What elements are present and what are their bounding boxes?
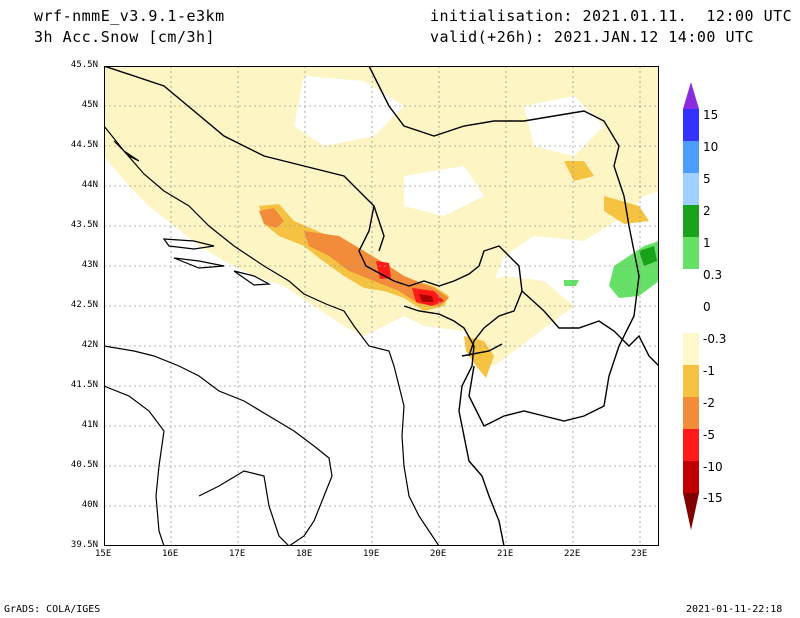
- lon-label: 18E: [296, 549, 313, 559]
- colorbar-bottom-arrow: [683, 493, 699, 530]
- lat-label: 44.5N: [70, 140, 98, 150]
- colorbar-label: -0.3: [703, 332, 727, 346]
- colorbar-cell: [683, 365, 699, 397]
- snow-extreme-area: [419, 294, 434, 302]
- init-time: initialisation: 2021.01.11. 12:00 UTC: [430, 7, 793, 25]
- colorbar-label: -5: [703, 428, 715, 442]
- lon-label: 15E: [95, 549, 112, 559]
- snow-gap: [404, 166, 484, 216]
- colorbar-cell: [683, 141, 699, 173]
- lat-label: 43.5N: [70, 220, 98, 230]
- colorbar-cell: [683, 397, 699, 429]
- lat-label: 41.5N: [70, 380, 98, 390]
- colorbar-label: 1: [703, 236, 711, 250]
- colorbar-top-arrow: [683, 82, 699, 109]
- colorbar-cell: [683, 461, 699, 493]
- lat-label: 40N: [81, 500, 98, 510]
- lon-label: 23E: [631, 549, 648, 559]
- lat-label: 45.5N: [70, 60, 98, 70]
- model-title: wrf-nmmE_v3.9.1-e3km: [34, 7, 225, 25]
- colorbar-label: -10: [703, 460, 723, 474]
- coastlines: [104, 125, 440, 546]
- colorbar-cell: [683, 205, 699, 237]
- snow-heavy-area: [259, 208, 284, 228]
- lat-label: 40.5N: [70, 460, 98, 470]
- colorbar-cell: [683, 269, 699, 333]
- rain-light-area: [564, 280, 579, 286]
- lat-label: 43N: [81, 260, 98, 270]
- colorbar-cell: [683, 333, 699, 365]
- lon-label: 20E: [430, 549, 447, 559]
- field-title: 3h Acc.Snow [cm/3h]: [34, 28, 216, 46]
- lat-label: 42N: [81, 340, 98, 350]
- lon-label: 16E: [162, 549, 179, 559]
- colorbar-label: -1: [703, 364, 715, 378]
- generated-timestamp: 2021-01-11-22:18: [686, 604, 783, 615]
- colorbar-cell: [683, 109, 699, 141]
- snow-light-area: [104, 66, 659, 336]
- lat-label: 41N: [81, 420, 98, 430]
- borders: [104, 66, 659, 546]
- snow-gap: [294, 76, 404, 146]
- colorbar-cell: [683, 237, 699, 269]
- lat-label: 44N: [81, 180, 98, 190]
- grads-credit: GrADS: COLA/IGES: [4, 604, 101, 615]
- lon-label: 21E: [497, 549, 514, 559]
- colorbar-label: -2: [703, 396, 715, 410]
- map-grid: [104, 66, 659, 546]
- colorbar-cell: [683, 429, 699, 461]
- colorbar-label: -15: [703, 491, 723, 505]
- snow-heavy-area: [304, 231, 449, 306]
- lat-label: 45N: [81, 100, 98, 110]
- lon-label: 19E: [363, 549, 380, 559]
- colorbar-label: 10: [703, 140, 719, 154]
- valid-time: valid(+26h): 2021.JAN.12 14:00 UTC: [430, 28, 755, 46]
- colorbar-label: 5: [703, 172, 711, 186]
- lon-label: 17E: [229, 549, 246, 559]
- colorbar-label: 15: [703, 108, 719, 122]
- rain-moderate-area: [639, 246, 657, 266]
- colorbar-label: 2: [703, 204, 711, 218]
- colorbar: [683, 82, 699, 530]
- lat-label: 42.5N: [70, 300, 98, 310]
- lat-label: 39.5N: [70, 540, 98, 550]
- colorbar-cell: [683, 173, 699, 205]
- map-plot: [104, 66, 659, 546]
- colorbar-label: 0.3: [703, 268, 723, 282]
- colorbar-label: 0: [703, 300, 711, 314]
- snow-very-heavy-area: [376, 261, 391, 279]
- snow-moderate-area: [564, 161, 594, 181]
- lon-label: 22E: [564, 549, 581, 559]
